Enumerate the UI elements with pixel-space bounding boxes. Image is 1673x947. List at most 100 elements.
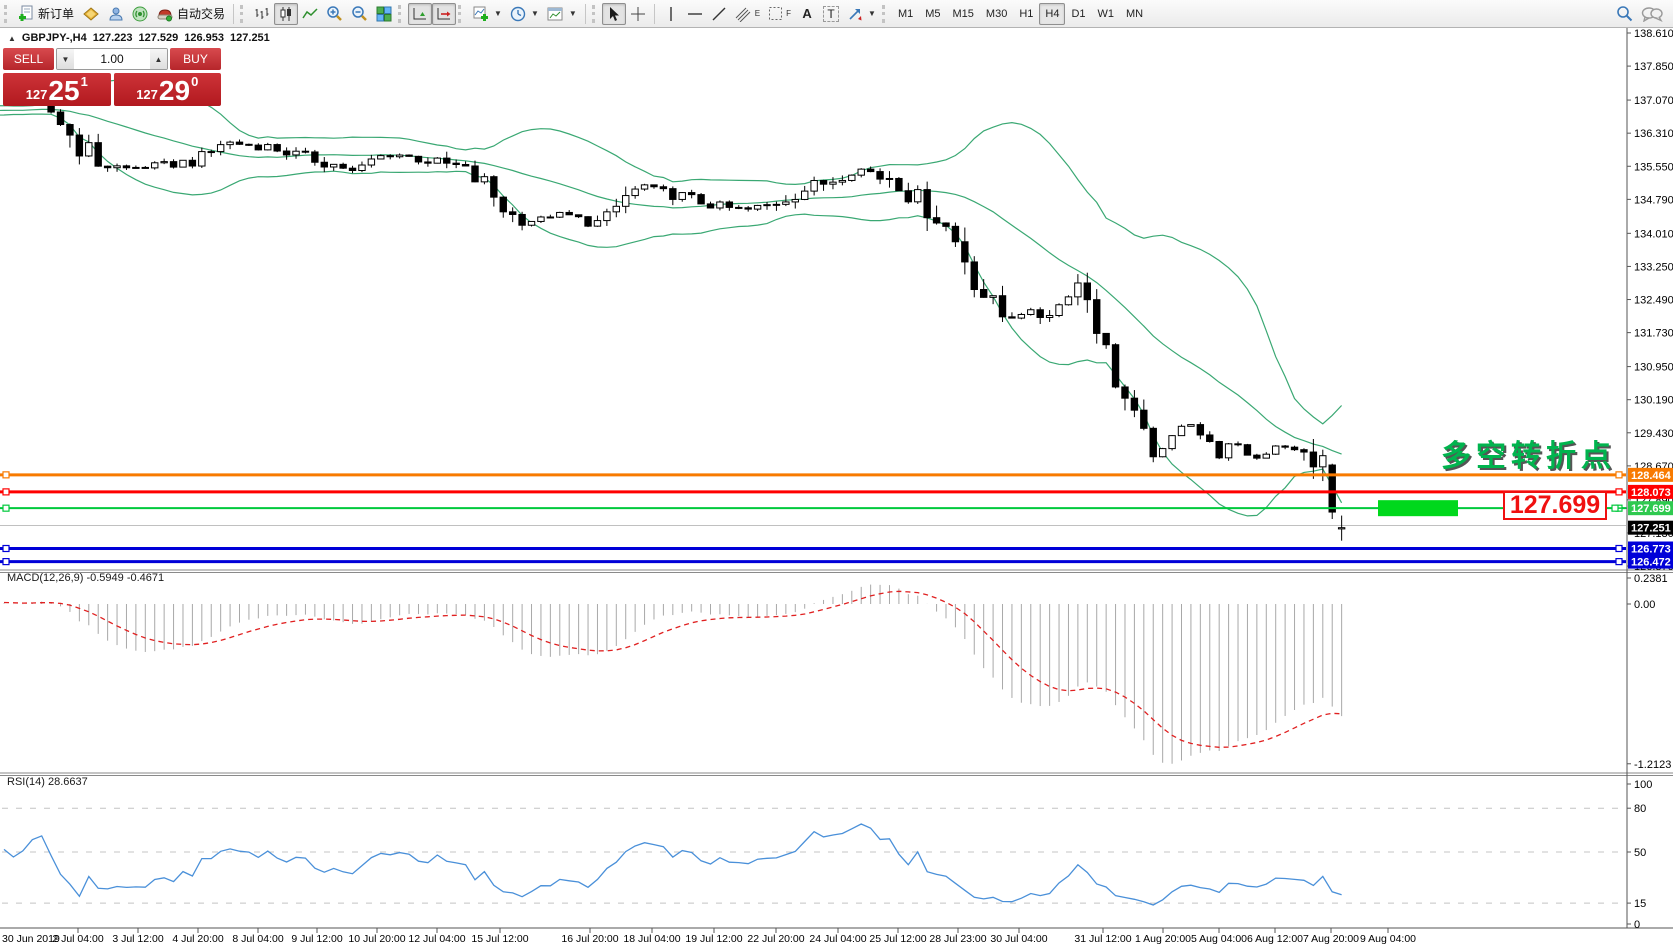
candle-body <box>801 190 809 200</box>
profile-button[interactable] <box>104 3 128 25</box>
tab-timeframe-m5[interactable]: M5 <box>925 7 941 20</box>
new-order-button[interactable]: 新订单 <box>14 3 78 25</box>
line-handle[interactable] <box>1615 544 1623 553</box>
volume-input[interactable] <box>74 49 150 69</box>
market-button[interactable] <box>78 3 104 25</box>
candle-body <box>179 159 187 168</box>
sell-button[interactable]: SELL <box>3 48 54 70</box>
volume-decrease-button[interactable]: ▼ <box>57 49 74 69</box>
rsi-axis-label: 0 <box>1634 919 1640 931</box>
zoom-in-button[interactable] <box>322 3 347 25</box>
level-price-tag-label: 126.472 <box>1631 557 1671 569</box>
autotrading-button[interactable]: 自动交易 <box>152 3 229 25</box>
candle-body <box>471 165 479 183</box>
signals-button[interactable] <box>128 3 152 25</box>
line-handle[interactable] <box>2 488 10 496</box>
chat-icon[interactable] <box>1641 6 1663 22</box>
chart-canvas[interactable]: 138.610 137.850 137.070 136.310 135.550 134.7… <box>0 28 1673 947</box>
templates-button[interactable]: ▼ <box>543 3 581 25</box>
line-handle[interactable] <box>2 504 10 512</box>
toolbar-grip[interactable] <box>240 4 246 23</box>
tab-timeframe-h4[interactable]: H4 <box>1039 2 1066 25</box>
level-price-tag-label: 126.773 <box>1631 544 1671 556</box>
horizontal-line-tool-button[interactable] <box>683 3 707 25</box>
candle-body <box>961 241 969 263</box>
line-handle[interactable] <box>1615 488 1623 496</box>
candle-body <box>405 154 413 157</box>
line-chart-button[interactable] <box>298 3 322 25</box>
tab-timeframe-h1[interactable]: H1 <box>1019 7 1034 20</box>
auto-scroll-button[interactable] <box>408 2 433 25</box>
price-callout-box[interactable]: 127.699 <box>1503 491 1607 520</box>
level-price-tag-label: 128.073 <box>1631 487 1671 499</box>
channel-tool-button[interactable]: F <box>764 3 795 25</box>
text-label-tool-button[interactable]: T <box>819 3 843 25</box>
candle-body <box>895 177 903 192</box>
candle-body <box>1206 434 1214 442</box>
level-price-tag <box>1628 501 1673 516</box>
candle-body <box>838 179 847 183</box>
search-icon[interactable] <box>1616 5 1633 22</box>
x-axis-label: 24 Jul 04:00 <box>809 933 866 945</box>
level-price-tag-label: 128.464 <box>1631 470 1672 482</box>
toolbar-separator <box>653 3 655 24</box>
toolbar-separator <box>584 3 586 24</box>
buy-button[interactable]: BUY <box>170 48 221 70</box>
tab-timeframe-mn[interactable]: MN <box>1126 7 1144 20</box>
line-handle[interactable] <box>2 558 10 566</box>
dropdown-arrow-icon: ▼ <box>868 9 876 18</box>
tab-timeframe-m1[interactable]: M1 <box>897 7 914 20</box>
toolbar-grip[interactable] <box>591 4 598 23</box>
cursor-tool-button[interactable] <box>601 2 626 25</box>
toolbar-grip[interactable] <box>881 4 888 23</box>
macd-signal-line <box>3 590 1342 748</box>
sell-price-button[interactable]: 127 25 1 <box>3 73 111 106</box>
candle-body <box>160 161 168 164</box>
fibonacci-label: E <box>754 9 761 18</box>
line-handle[interactable] <box>2 471 10 479</box>
tab-timeframe-w1[interactable]: W1 <box>1097 7 1115 20</box>
chart-shift-button[interactable] <box>432 2 457 25</box>
candle-body <box>753 204 762 210</box>
indicators-button[interactable]: ▼ <box>468 3 506 25</box>
shapes-tool-button[interactable]: ▼ <box>843 3 880 25</box>
candle-body <box>678 192 686 200</box>
channel-label: F <box>786 9 792 18</box>
tab-timeframe-d1[interactable]: D1 <box>1071 7 1086 20</box>
tile-windows-button[interactable] <box>372 3 396 25</box>
tab-timeframe-m30[interactable]: M30 <box>985 7 1008 20</box>
y-axis-tick-label: 132.490 <box>1634 295 1673 307</box>
candle-body <box>103 165 112 169</box>
crosshair-tool-button[interactable] <box>626 3 650 25</box>
text-tool-button[interactable]: A <box>795 3 819 25</box>
highlight-rect[interactable] <box>1378 500 1458 517</box>
trendline-tool-button[interactable] <box>707 3 731 25</box>
candle-body <box>1177 425 1186 437</box>
candle-body <box>216 144 225 153</box>
candle-body <box>122 165 131 169</box>
fibonacci-tool-button[interactable]: E <box>731 3 764 25</box>
vertical-line-tool-button[interactable] <box>659 3 683 25</box>
line-handle[interactable] <box>1615 471 1623 479</box>
bar-chart-button[interactable] <box>250 3 274 25</box>
periods-button[interactable]: ▼ <box>506 3 543 25</box>
candlestick-chart-button[interactable] <box>274 2 299 25</box>
candle-body <box>433 157 442 164</box>
toolbar-grip[interactable] <box>4 4 10 23</box>
line-handle[interactable] <box>2 544 10 553</box>
toolbar-grip[interactable] <box>458 4 464 23</box>
x-axis-label: 7 Aug 20:00 <box>1303 933 1359 945</box>
buy-price-button[interactable]: 127 29 0 <box>113 73 221 106</box>
main-pane <box>0 78 1626 566</box>
macd-axis-label: 0.2381 <box>1634 573 1668 585</box>
line-handle[interactable] <box>1611 504 1619 512</box>
candle-body <box>622 195 630 207</box>
volume-increase-button[interactable]: ▲ <box>150 49 167 69</box>
buy-price-pip: 0 <box>191 74 199 89</box>
candle-body <box>499 196 507 213</box>
collapse-triangle-icon[interactable]: ▲ <box>8 33 16 43</box>
line-handle[interactable] <box>1615 558 1623 566</box>
toolbar-grip[interactable] <box>398 4 404 23</box>
zoom-out-button[interactable] <box>347 3 372 25</box>
tab-timeframe-m15[interactable]: M15 <box>952 7 974 20</box>
